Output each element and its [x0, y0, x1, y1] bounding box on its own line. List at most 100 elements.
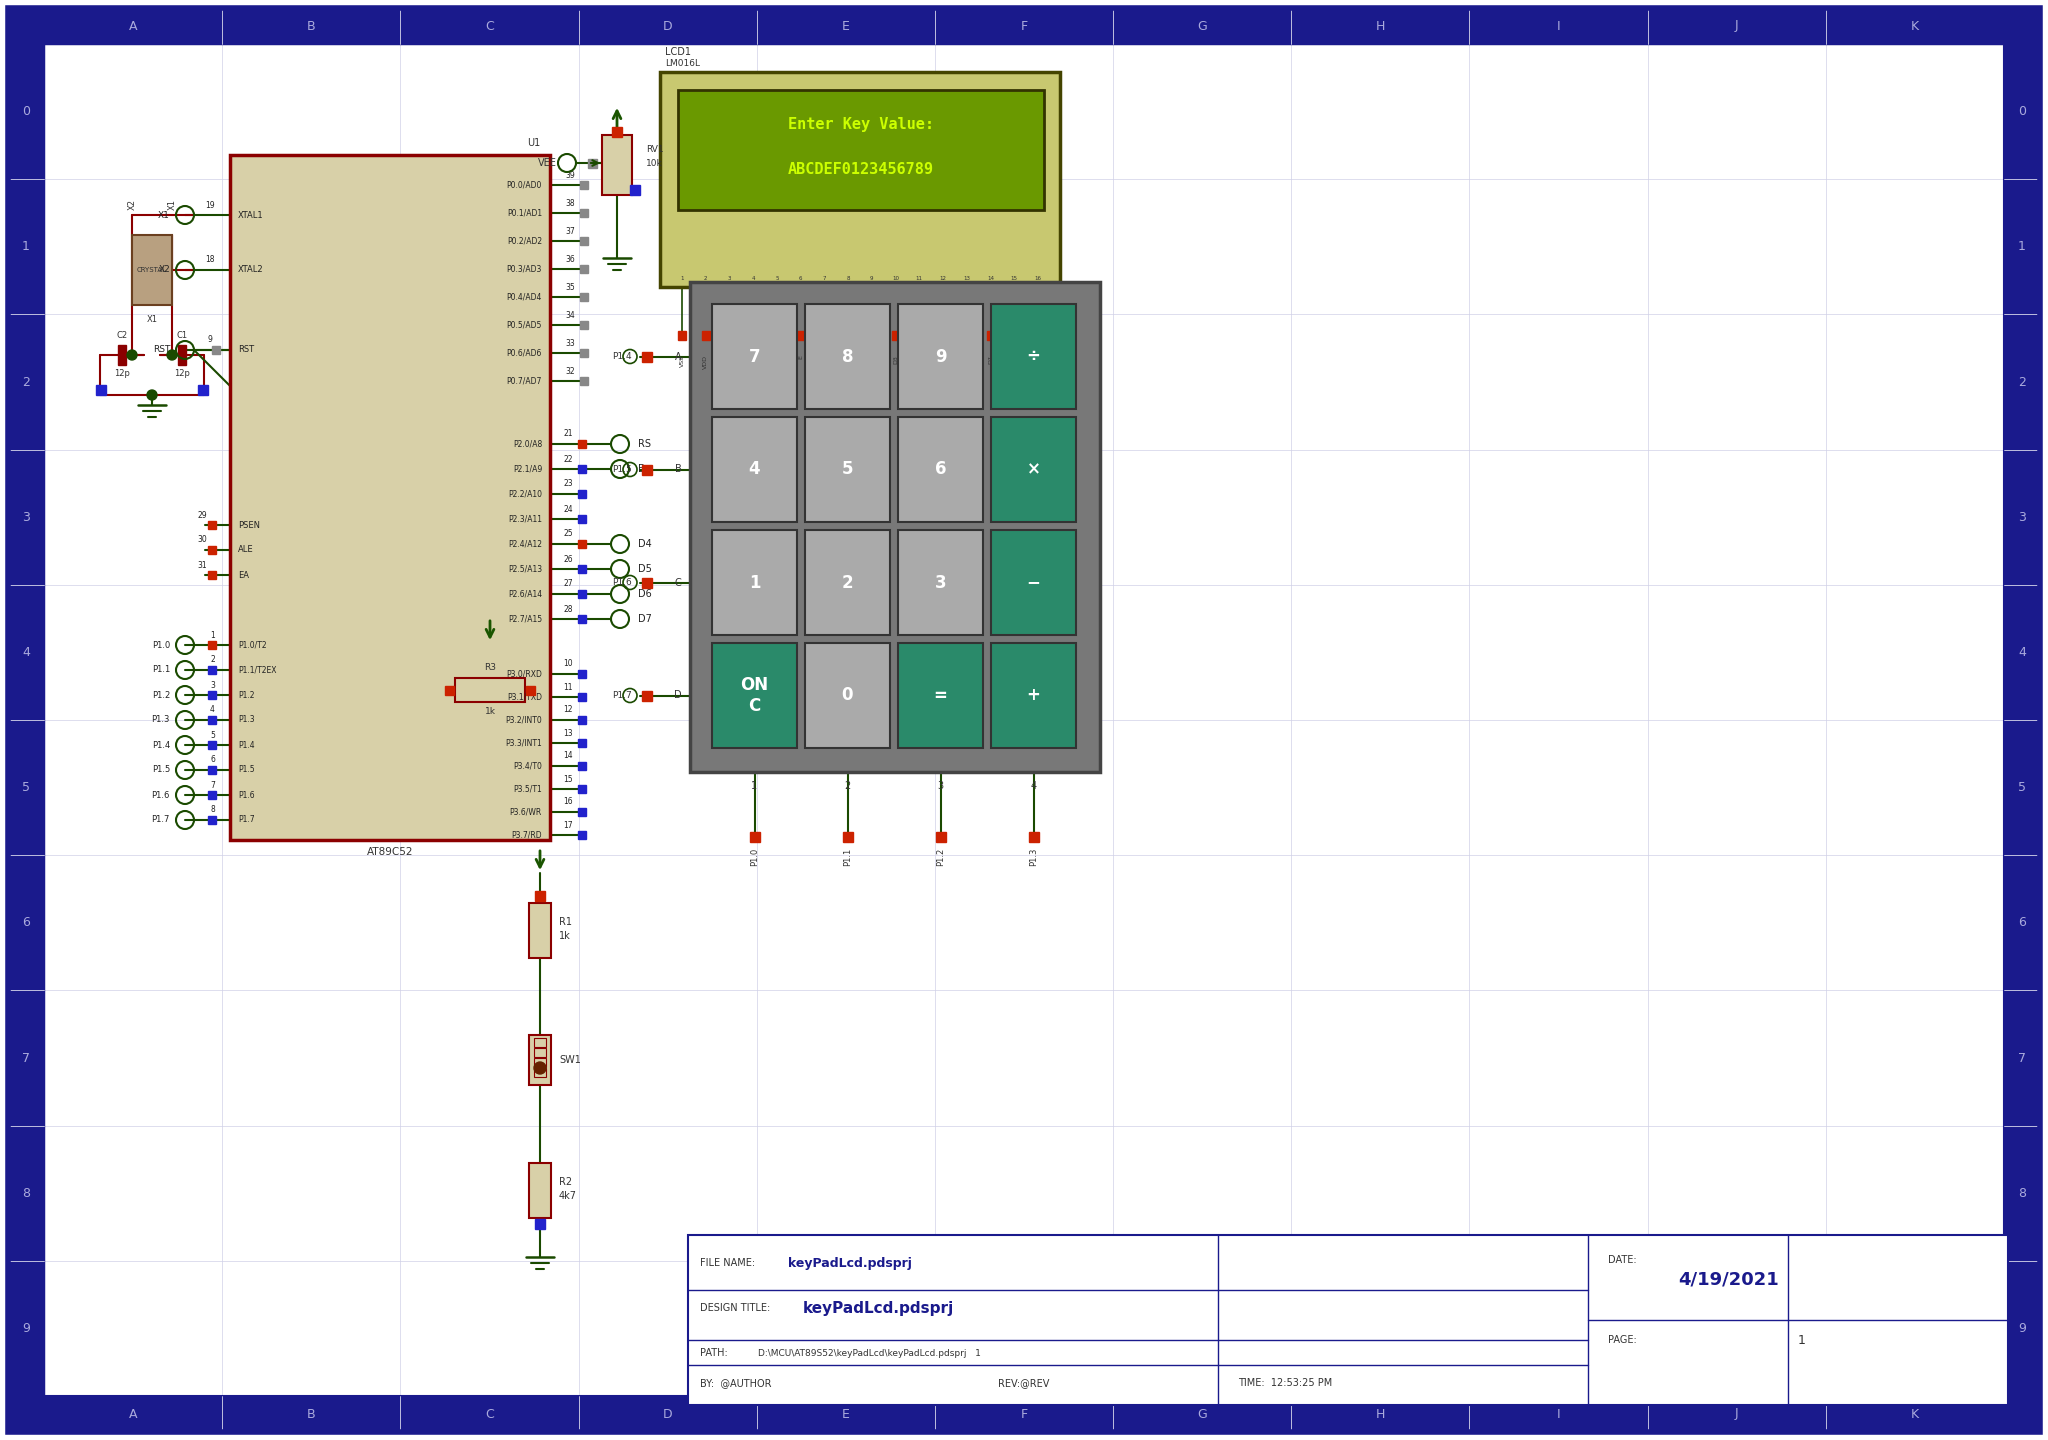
Text: 2: 2 — [23, 376, 31, 389]
Text: 16: 16 — [1034, 276, 1042, 281]
Text: DATE:: DATE: — [1608, 1256, 1636, 1264]
Text: 12p: 12p — [174, 369, 190, 377]
Bar — [578, 693, 586, 701]
Bar — [578, 762, 586, 770]
Bar — [209, 816, 215, 824]
Text: 2: 2 — [2017, 376, 2025, 389]
Text: RV1: RV1 — [645, 145, 664, 154]
Bar — [528, 1035, 551, 1084]
Bar — [578, 465, 586, 472]
Text: P3.4/T0: P3.4/T0 — [514, 762, 543, 770]
Text: 9: 9 — [2017, 1322, 2025, 1335]
Text: X1: X1 — [147, 314, 158, 324]
Text: 4/19/2021: 4/19/2021 — [1677, 1272, 1780, 1289]
Text: 11: 11 — [563, 683, 573, 691]
Text: D7: D7 — [639, 613, 651, 624]
Bar — [580, 181, 588, 189]
Text: 15: 15 — [563, 775, 573, 783]
Bar — [844, 331, 852, 340]
Text: +: + — [1026, 687, 1040, 704]
Text: D4: D4 — [918, 356, 922, 364]
Text: 0: 0 — [2017, 105, 2025, 118]
Text: 15: 15 — [1012, 276, 1018, 281]
Bar — [578, 441, 586, 448]
Text: U1: U1 — [526, 138, 541, 148]
Text: 27: 27 — [563, 579, 573, 589]
Bar — [987, 331, 995, 340]
Text: 4: 4 — [1030, 780, 1036, 791]
Text: PSEN: PSEN — [238, 520, 260, 530]
Text: 9: 9 — [23, 1322, 31, 1335]
Text: VDD: VDD — [702, 356, 709, 369]
Text: P0.2/AD2: P0.2/AD2 — [506, 236, 543, 245]
Bar — [1028, 832, 1038, 842]
Text: P2.5/A13: P2.5/A13 — [508, 564, 543, 573]
Bar — [797, 331, 805, 340]
Text: 0: 0 — [842, 687, 854, 704]
Bar — [641, 577, 651, 588]
Text: −: − — [1026, 573, 1040, 592]
Text: PATH:: PATH: — [700, 1348, 727, 1358]
Text: 30: 30 — [197, 536, 207, 544]
Bar — [915, 331, 924, 340]
Text: 1: 1 — [2017, 240, 2025, 253]
Text: VEE: VEE — [727, 356, 731, 367]
Text: D5: D5 — [940, 356, 946, 364]
Text: B: B — [674, 465, 682, 475]
Text: P2.6/A14: P2.6/A14 — [508, 589, 543, 599]
Text: B: B — [307, 20, 315, 33]
Bar — [940, 331, 946, 340]
Bar — [209, 742, 215, 749]
Text: LM016L: LM016L — [666, 59, 700, 69]
Bar — [602, 135, 633, 194]
Text: P3.2/INT0: P3.2/INT0 — [506, 716, 543, 724]
Text: P3.1/TXD: P3.1/TXD — [508, 693, 543, 701]
Bar — [578, 716, 586, 724]
Text: P1.4: P1.4 — [612, 351, 633, 361]
Bar — [178, 346, 186, 364]
Text: 12p: 12p — [115, 369, 129, 377]
Text: 1k: 1k — [485, 707, 496, 717]
Bar — [991, 530, 1075, 635]
Bar — [936, 832, 946, 842]
Text: A: A — [129, 20, 137, 33]
Text: 4: 4 — [23, 647, 31, 660]
Text: 1: 1 — [752, 780, 758, 791]
Text: P0.7/AD7: P0.7/AD7 — [506, 376, 543, 386]
Text: RST: RST — [238, 346, 254, 354]
Bar — [580, 265, 588, 274]
Text: P1.4: P1.4 — [152, 740, 170, 749]
Bar — [891, 331, 899, 340]
Bar — [96, 384, 106, 395]
Text: 8: 8 — [842, 347, 854, 366]
Bar — [209, 791, 215, 799]
Text: P1.7: P1.7 — [612, 691, 633, 700]
Text: 31: 31 — [197, 560, 207, 569]
Text: P3.3/INT1: P3.3/INT1 — [506, 739, 543, 747]
Text: P1.5: P1.5 — [612, 465, 633, 474]
Text: 7: 7 — [2017, 1051, 2025, 1064]
Bar — [535, 891, 545, 901]
Text: C: C — [485, 20, 494, 33]
Text: P1.1: P1.1 — [152, 665, 170, 674]
Text: 2: 2 — [842, 573, 854, 592]
Text: 9: 9 — [870, 276, 874, 281]
Text: XTAL2: XTAL2 — [238, 265, 264, 275]
Text: RST: RST — [154, 346, 170, 354]
Bar — [578, 516, 586, 523]
Text: 13: 13 — [963, 276, 971, 281]
Text: P1.3: P1.3 — [238, 716, 254, 724]
Text: ALE: ALE — [238, 546, 254, 554]
Text: P1.6: P1.6 — [238, 791, 254, 799]
Text: 2: 2 — [844, 780, 850, 791]
Text: 24: 24 — [563, 504, 573, 514]
Text: D:\MCU\AT89S52\keyPadLcd\keyPadLcd.pdsprj   1: D:\MCU\AT89S52\keyPadLcd\keyPadLcd.pdspr… — [758, 1348, 981, 1358]
Text: 12: 12 — [563, 706, 573, 714]
Text: P1.1/T2EX: P1.1/T2EX — [238, 665, 276, 674]
Text: P0.4/AD4: P0.4/AD4 — [506, 292, 543, 301]
Text: XTAL1: XTAL1 — [238, 210, 264, 219]
Text: C1: C1 — [176, 331, 188, 340]
Text: D7: D7 — [987, 356, 993, 364]
Bar — [580, 238, 588, 245]
Text: H: H — [1376, 20, 1384, 33]
